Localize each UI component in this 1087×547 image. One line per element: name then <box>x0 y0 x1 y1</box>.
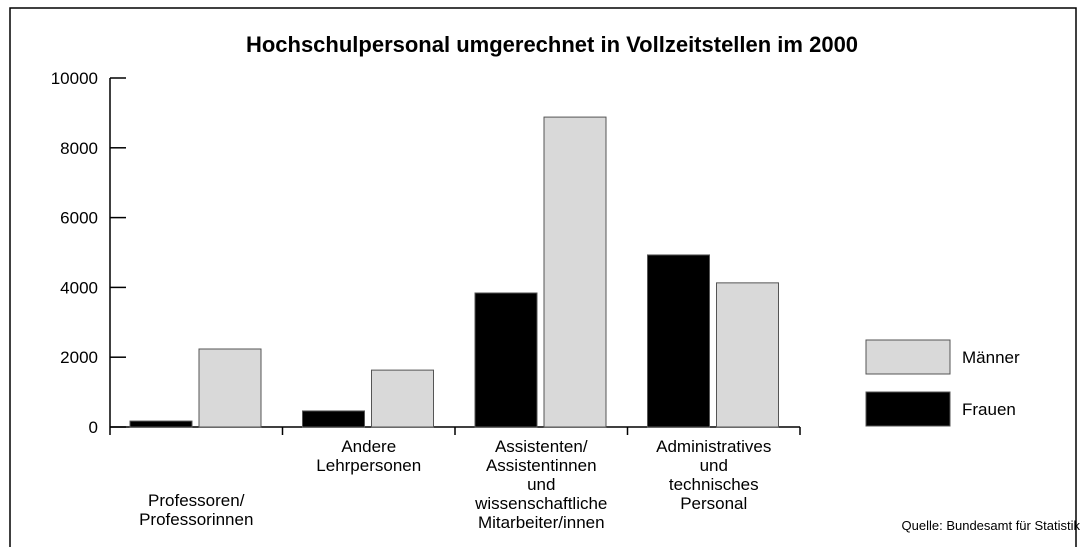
bar <box>129 420 193 428</box>
plot: 0 2000 4000 6000 8000 10000 Professoren/Profes… <box>51 69 1020 532</box>
chart-title: Hochschulpersonal umgerechnet in Vollzei… <box>246 32 858 57</box>
legend-label: Männer <box>962 348 1020 367</box>
bar <box>647 254 710 428</box>
x-tick-label: Andere Lehrpersonen <box>316 437 421 475</box>
x-tick-label: Assistenten/Assistentinnen und wissenschaf… <box>474 437 607 532</box>
bar <box>302 410 365 428</box>
legend-swatch <box>865 339 951 375</box>
y-tick-label: 4000 <box>60 278 98 297</box>
x-tick-label: Administratives und technisches Personal <box>656 437 771 513</box>
y-tick-label: 6000 <box>60 209 98 228</box>
bar <box>474 292 538 428</box>
y-tick-label: 2000 <box>60 348 98 367</box>
x-tick-label: Professoren/Professorinnen <box>139 491 253 529</box>
legend-swatch <box>865 391 951 427</box>
bar <box>716 282 779 428</box>
y-tick-label: 8000 <box>60 139 98 158</box>
bar <box>371 369 434 428</box>
y-tick-label: 10000 <box>51 69 98 88</box>
frame <box>9 7 1077 547</box>
legend-label: Frauen <box>962 400 1016 419</box>
source: Quelle: Bundesamt für Statistik <box>902 518 1081 533</box>
bar <box>198 348 262 428</box>
y-tick-label: 0 <box>89 418 98 437</box>
bar <box>543 116 607 428</box>
